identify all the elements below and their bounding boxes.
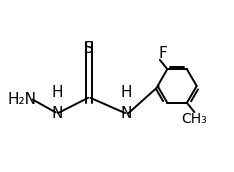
Text: H₂N: H₂N bbox=[8, 92, 37, 107]
Text: S: S bbox=[84, 41, 94, 56]
Text: H: H bbox=[51, 85, 63, 100]
Text: N: N bbox=[51, 106, 62, 121]
Text: N: N bbox=[121, 106, 132, 121]
Text: H: H bbox=[121, 85, 132, 100]
Text: CH₃: CH₃ bbox=[182, 112, 207, 126]
Text: F: F bbox=[159, 46, 168, 61]
